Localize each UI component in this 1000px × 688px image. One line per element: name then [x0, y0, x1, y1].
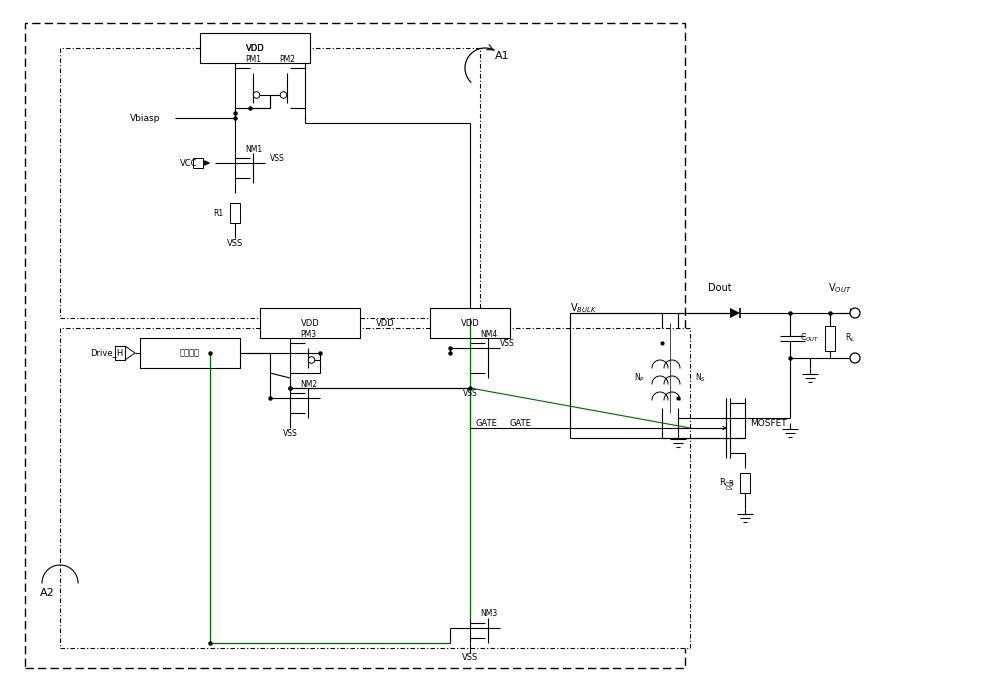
Text: PM2: PM2	[279, 54, 295, 63]
Text: VSS: VSS	[462, 654, 478, 663]
Text: Vbiasp: Vbiasp	[130, 114, 160, 122]
Circle shape	[850, 308, 860, 318]
Text: N$_S$: N$_S$	[695, 372, 706, 385]
Bar	[740, 473, 750, 493]
Text: VSS: VSS	[283, 429, 297, 438]
Bar	[25, 23, 685, 668]
Text: R$_L$: R$_L$	[845, 332, 855, 344]
Text: 反相器链: 反相器链	[180, 349, 200, 358]
Text: NM2: NM2	[300, 380, 317, 389]
Bar	[60, 48, 480, 318]
Text: Dout: Dout	[708, 283, 732, 293]
Bar	[193, 158, 203, 168]
Text: VSS: VSS	[500, 338, 515, 347]
Text: VSS: VSS	[270, 153, 285, 162]
Text: VDD: VDD	[376, 319, 394, 327]
Bar	[430, 308, 510, 338]
Text: A2: A2	[40, 588, 55, 598]
Circle shape	[850, 353, 860, 363]
Text: VSS: VSS	[227, 239, 243, 248]
Bar	[60, 328, 690, 648]
Text: A1: A1	[495, 51, 510, 61]
Circle shape	[308, 356, 315, 363]
Bar	[260, 308, 360, 338]
Text: PM3: PM3	[300, 330, 316, 338]
Text: MOSFET: MOSFET	[750, 418, 787, 427]
Text: VDD: VDD	[246, 43, 264, 52]
Text: V$_{BULK}$: V$_{BULK}$	[570, 301, 597, 315]
Text: NM3: NM3	[480, 610, 497, 619]
Text: PM1: PM1	[245, 54, 261, 63]
Text: GATE: GATE	[509, 418, 531, 427]
Text: VDD: VDD	[246, 43, 264, 52]
Polygon shape	[730, 308, 740, 318]
Text: C$_{OUT}$: C$_{OUT}$	[800, 332, 819, 344]
Text: R$_{CS}$: R$_{CS}$	[719, 477, 735, 489]
Text: CS: CS	[726, 486, 733, 491]
Polygon shape	[125, 346, 135, 360]
Text: N$_P$: N$_P$	[634, 372, 645, 385]
Text: VCC: VCC	[180, 158, 198, 167]
Circle shape	[280, 92, 287, 98]
Text: NM4: NM4	[480, 330, 497, 338]
Text: R: R	[728, 480, 733, 486]
Bar	[200, 33, 310, 63]
Circle shape	[253, 92, 260, 98]
Text: NM1: NM1	[245, 144, 262, 153]
Text: Drive_H: Drive_H	[90, 349, 123, 358]
Text: V$_{OUT}$: V$_{OUT}$	[828, 281, 852, 295]
Bar	[825, 325, 835, 350]
Text: VDD: VDD	[301, 319, 319, 327]
Text: GATE: GATE	[475, 418, 497, 427]
Bar	[230, 203, 240, 223]
Text: VDD: VDD	[461, 319, 479, 327]
Text: R1: R1	[213, 208, 223, 217]
Bar	[140, 338, 240, 368]
Text: VSS: VSS	[463, 389, 477, 398]
